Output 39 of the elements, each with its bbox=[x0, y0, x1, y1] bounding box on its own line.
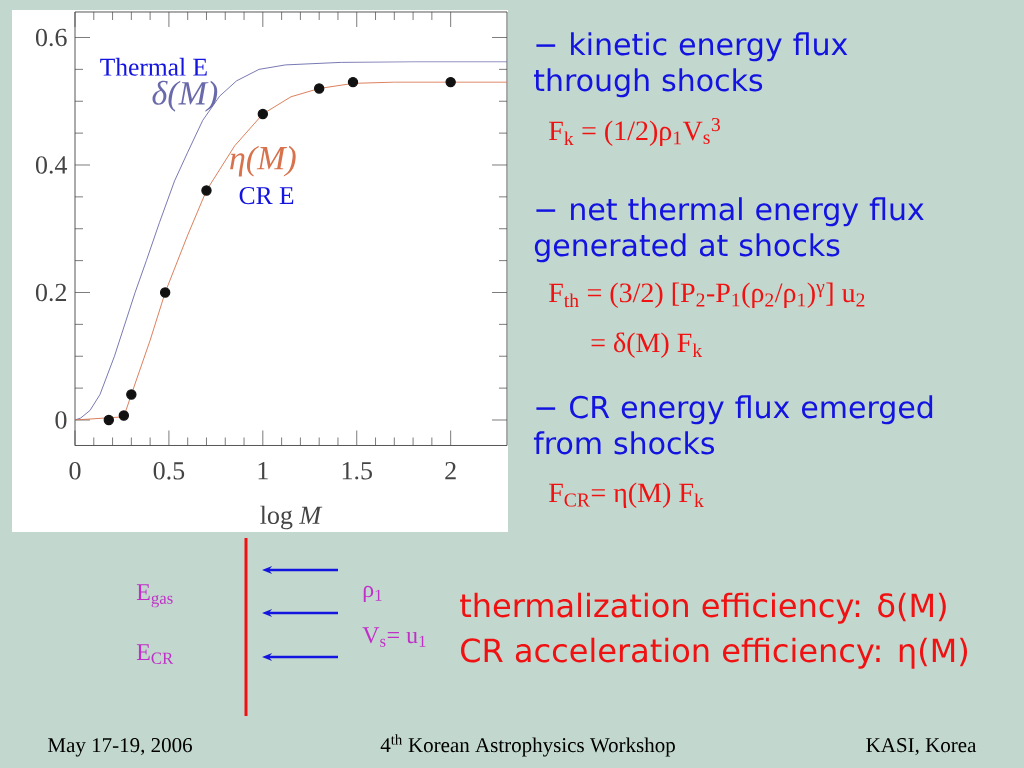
text: KASI, Korea bbox=[866, 738, 977, 756]
series-label: η(M) bbox=[230, 145, 296, 177]
point bbox=[159, 287, 171, 298]
text: May 17-19, 2006 bbox=[48, 738, 192, 757]
point bbox=[201, 185, 212, 196]
point bbox=[347, 76, 359, 88]
annotation: Thermal E bbox=[100, 57, 207, 76]
text: V$_{s}$= u$_{1}$ bbox=[362, 627, 426, 647]
text: F$_{CR}$= η(M) F$_{k}$ bbox=[549, 482, 704, 508]
x-tick-label: 2 bbox=[445, 462, 456, 480]
point bbox=[313, 83, 325, 94]
text: − kinetic energy flux through shocks bbox=[534, 32, 848, 98]
x-tick-label: 0.5 bbox=[153, 462, 185, 480]
text: F$_{th}$ = (3/2) [P$_{2}$-P$_{1}$(ρ$_{2}$/ρ$_{1}$)$^{γ}$] u$_{2}$ bbox=[549, 282, 865, 308]
text: E$_{gas}$ bbox=[136, 584, 173, 608]
text: − CR energy flux emerged from shocks bbox=[533, 395, 933, 455]
y-tick-label: 0.4 bbox=[35, 156, 68, 174]
x-tick-label: 1 bbox=[258, 462, 268, 480]
text: F$_{k}$ = (1/2)ρ$_{1}$V$_{s}$3 bbox=[549, 117, 720, 146]
text: ρ$_{1}$ bbox=[363, 585, 382, 603]
point bbox=[126, 389, 137, 400]
point bbox=[118, 410, 130, 421]
text: 4$^{th}$ Korean Astrophysics Workshop bbox=[380, 734, 675, 757]
text: E$_{CR}$ bbox=[136, 644, 174, 664]
point bbox=[257, 108, 269, 120]
series-label: δ(M) bbox=[152, 80, 218, 112]
x-axis-title: log M bbox=[260, 505, 323, 530]
point bbox=[103, 414, 115, 426]
x-tick-label: 1.5 bbox=[342, 462, 372, 480]
text: − net thermal energy flux generated at shocks bbox=[534, 197, 924, 263]
y-tick-label: 0.2 bbox=[35, 283, 67, 302]
y-tick-label: 0.6 bbox=[35, 28, 67, 47]
text: CR acceleration efficiency: η(M) bbox=[461, 637, 968, 669]
text: thermalization efficiency: δ(M) bbox=[460, 592, 946, 624]
text: = δ(M) F$_{k}$ bbox=[591, 332, 703, 358]
x-tick-label: 0 bbox=[69, 462, 81, 480]
point bbox=[445, 76, 456, 88]
y-tick-label: 0 bbox=[55, 411, 67, 429]
annotation: CR E bbox=[239, 187, 294, 205]
